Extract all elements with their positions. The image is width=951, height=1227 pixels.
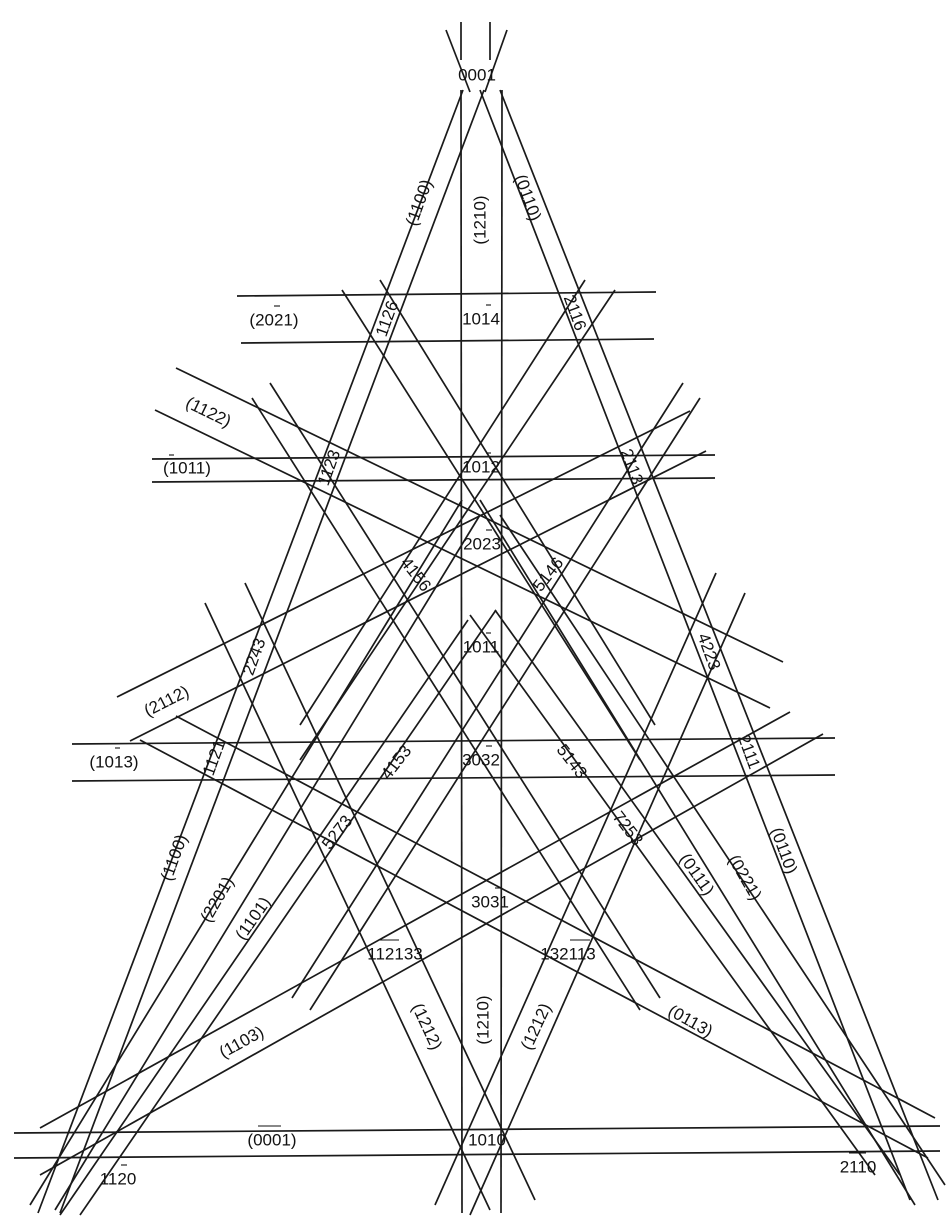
pole-1010: 1010 [468, 1130, 506, 1149]
pole-11-20: 1120 [100, 1169, 137, 1188]
pole-30-31: 3031 [471, 892, 509, 911]
trace-label--12-10: (1210) [473, 995, 492, 1044]
pole-10-14: 1014 [462, 309, 500, 328]
trace-band-0110-a [479, 89, 911, 1201]
trace-band-1013-bot [71, 774, 836, 782]
pole-2-1-10: 2110 [840, 1157, 877, 1176]
trace-band-upper-dr-a [341, 289, 641, 761]
trace-band-2021-top [236, 291, 657, 297]
trace-band-1212-c [434, 572, 717, 1206]
trace-band-1-100-b [59, 89, 485, 1214]
trace-tip-a [445, 29, 471, 93]
trace-band-0111-b [494, 609, 901, 1176]
trace-band-upper-dl-b [299, 279, 586, 726]
pole-13-2-113: 132113 [540, 944, 595, 963]
pole-30-32: 3032 [462, 750, 500, 769]
trace-band-1011-bot [151, 477, 716, 483]
trace-band-1101-a [59, 619, 469, 1216]
trace-band-1-100-a [37, 89, 464, 1214]
trace-band-1013-top [71, 737, 836, 745]
trace-band-long-dr-a [251, 397, 641, 1011]
pole-0001: 0001 [458, 65, 496, 84]
trace-label-12-10-top: (1210) [470, 195, 489, 244]
trace-band-2112-a [116, 410, 691, 698]
trace-band-upper-dr-b [379, 279, 656, 726]
trace-band-long-dl-a [309, 397, 701, 1011]
trace-band-1212-a [204, 602, 491, 1211]
trace-band-0111-a [469, 614, 876, 1176]
trace-band-1212-d [469, 592, 746, 1216]
trace-band-long-dl-b [291, 382, 684, 999]
pole-112-1-33: 112133 [367, 944, 422, 963]
trace-band-1122-b [154, 409, 771, 709]
index-overbars [115, 304, 866, 1166]
trace-band-0110-b [499, 89, 939, 1201]
trace-tip-b [484, 29, 508, 93]
trace-band-upper-dl-a [299, 289, 616, 761]
pole-10-11: 1011 [463, 637, 500, 656]
trace-band-0221-a [479, 499, 916, 1206]
pole-20-23: 2023 [463, 534, 501, 553]
trace-label-10-13: (1013) [89, 752, 138, 771]
trace-band-0001-bot [13, 1150, 941, 1159]
trace-label-0001: (0001) [247, 1130, 296, 1149]
trace-band-1103-b [39, 733, 824, 1176]
trace-band-1210-left [460, 89, 463, 1214]
trace-label-10-11: (1011) [163, 458, 211, 477]
trace-band-2021-bot [240, 338, 655, 344]
trace-band-1210-right [500, 89, 503, 1214]
trace-band-1212-b [244, 582, 536, 1201]
trace-band-1101-b [79, 609, 497, 1216]
trace-band-2201-a [29, 499, 463, 1206]
trace-bands [13, 22, 946, 1216]
trace-band-0113-a [175, 715, 936, 1119]
pole-10-12: 1012 [462, 457, 500, 476]
trace-label-20-21: (2021) [249, 310, 298, 329]
trace-band-long-dr-b [269, 382, 661, 999]
trace-band-0001-top [13, 1125, 941, 1134]
trace-band-0221-b [499, 514, 946, 1186]
trace-band-1011-top [151, 454, 716, 460]
trace-band-1103-a [39, 711, 791, 1129]
trace-band-2201-b [54, 514, 481, 1211]
